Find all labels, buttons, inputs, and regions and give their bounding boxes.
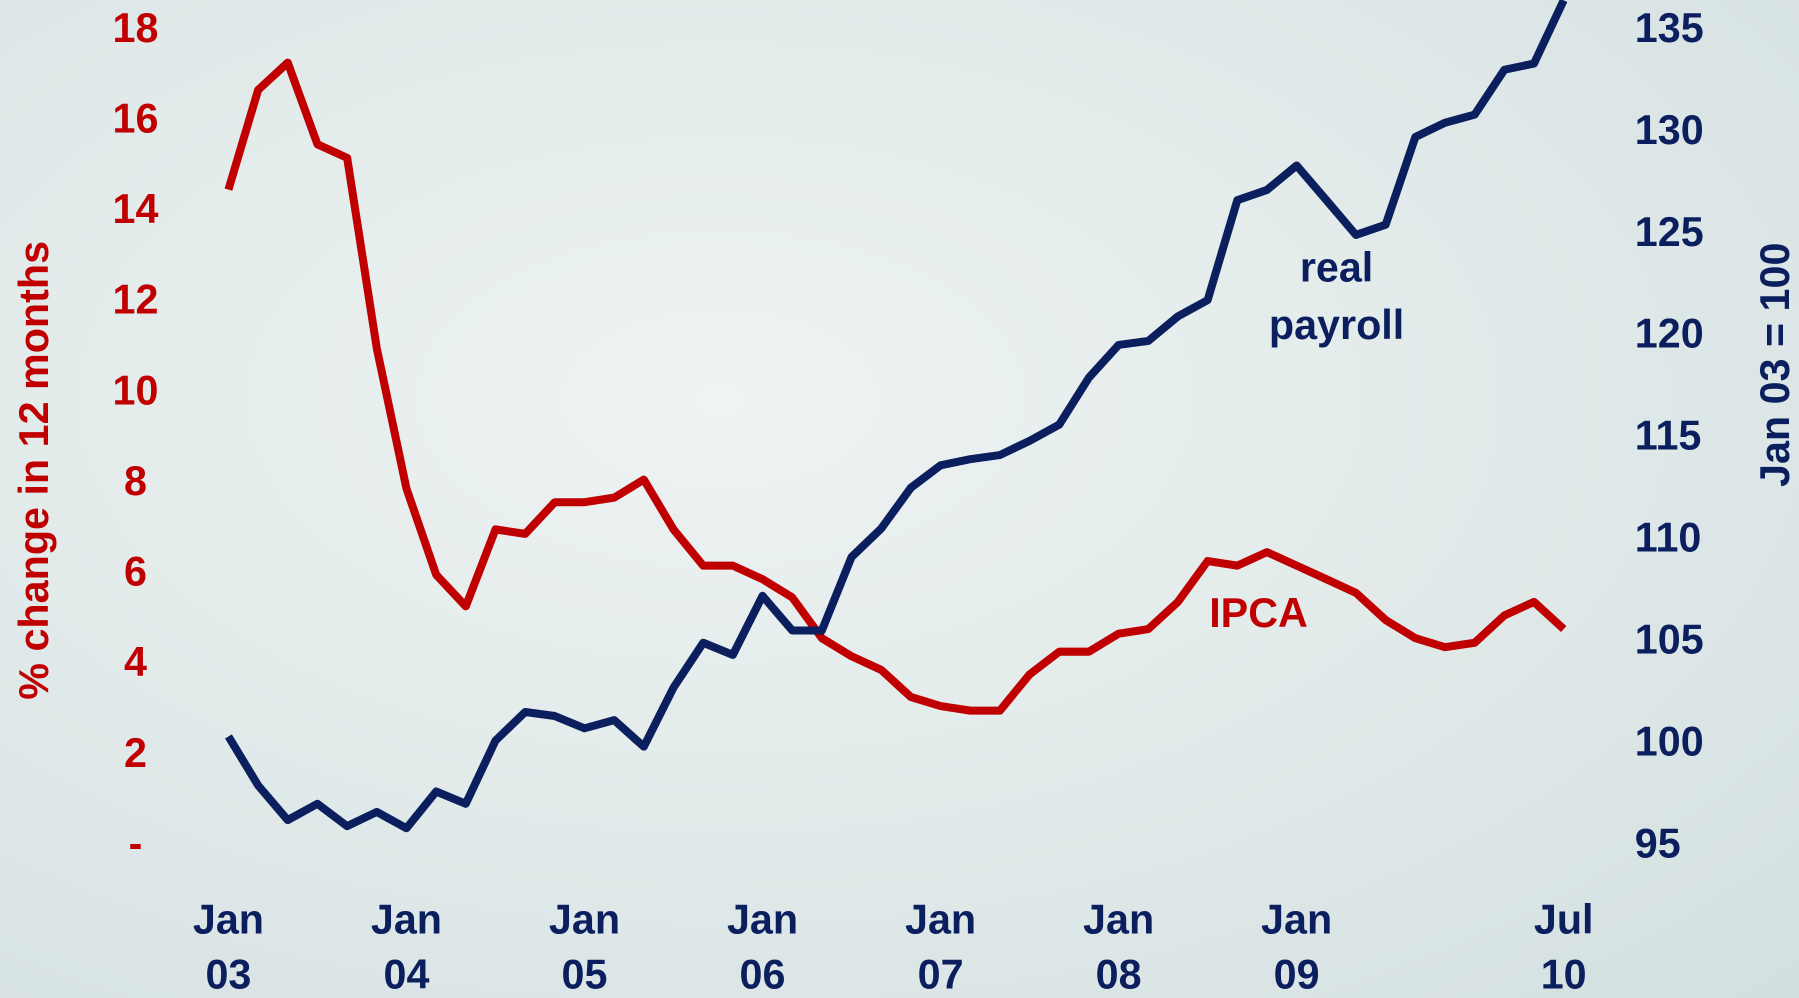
y2-tick-label: 105 (1635, 617, 1704, 663)
y-tick-label: - (129, 820, 143, 866)
series-line (228, 0, 1563, 828)
page: {"chart_data": {"type": "line", "x": [0,… (0, 0, 1799, 998)
y-tick-label: 16 (113, 96, 159, 142)
y2-tick-label: 110 (1635, 515, 1702, 561)
y2-tick-label: 130 (1635, 107, 1704, 153)
series-line (228, 63, 1563, 711)
y-axis-label: % change in 12 months (11, 241, 57, 700)
y-tick-label: 18 (113, 5, 159, 51)
y2-tick-label: 100 (1635, 719, 1704, 765)
chart: % change in 12 months Jan 03 = 100 realp… (0, 0, 1799, 998)
y2-tick-label: 95 (1635, 820, 1681, 866)
y-tick-label: 2 (124, 730, 147, 776)
y-tick-label: 12 (113, 277, 159, 323)
series-annotation: IPCA (1209, 590, 1308, 636)
y2-axis-label: Jan 03 = 100 (1752, 243, 1798, 487)
y2-tick-label: 120 (1635, 311, 1704, 357)
y-tick-label: 6 (124, 549, 147, 595)
y-tick-label: 4 (124, 639, 147, 685)
y-tick-label: 8 (124, 458, 147, 504)
y2-tick-label: 125 (1635, 209, 1704, 255)
y2-tick-label: 115 (1635, 413, 1702, 459)
y-tick-label: 14 (113, 186, 159, 232)
y2-tick-label: 135 (1635, 5, 1704, 51)
y-tick-label: 10 (113, 367, 159, 413)
